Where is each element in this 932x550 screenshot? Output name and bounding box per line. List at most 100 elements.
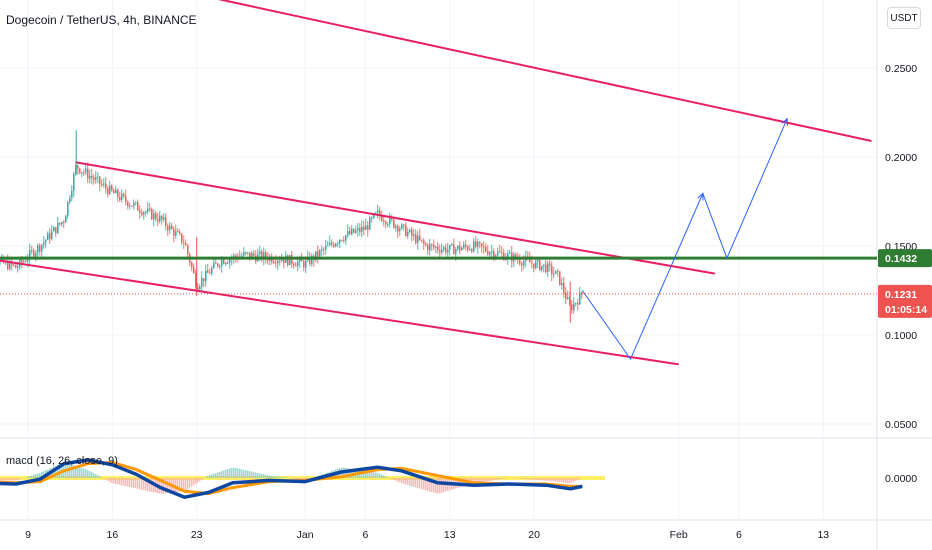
candle-body [419,235,421,240]
candle-body [53,227,55,232]
candle-body [349,231,351,234]
candle-body [487,251,489,255]
candle-body [397,225,399,232]
candle-body [341,239,343,241]
candle-body [383,220,385,222]
candle-body [551,265,553,275]
time-tick-label: 13 [444,529,456,541]
candle-body [581,292,583,295]
candle-body [475,241,477,247]
candle-body [125,195,127,202]
candle-body [573,303,575,311]
candle-body [35,252,37,257]
candle-body [195,273,197,288]
candle-body [69,198,71,202]
candle-body [567,297,569,300]
candle-body [331,242,333,245]
countdown-label: 01:05:14 [885,304,927,316]
candle-body [3,257,5,263]
candle-body [401,224,403,229]
candle-body [33,250,35,257]
candle-body [515,254,517,259]
candle-body [45,239,47,243]
candle-body [565,292,567,300]
candle-body [363,226,365,230]
candle-body [187,245,189,255]
candle-body [79,168,81,174]
candle-body [263,252,265,260]
candle-body [43,242,45,245]
candle-body [185,243,187,246]
candle-body [103,183,105,185]
candle-body [337,243,339,245]
candle-body [533,263,535,269]
candle-body [293,263,295,266]
candle-body [259,251,261,255]
trendlines[interactable] [0,0,877,366]
candle-body [117,189,119,198]
candle-body [247,252,249,254]
candle-body [543,264,545,266]
candle-body [353,228,355,233]
candle-body [225,262,227,264]
candle-body [295,265,297,267]
candle-body [369,217,371,230]
time-tick-label: 6 [362,529,368,541]
candle-body [499,251,501,253]
candle-body [553,273,555,275]
candle-body [437,246,439,251]
macd-indicator-label[interactable]: macd (16, 26, close, 9) [6,455,118,467]
candle-body [297,261,299,267]
candle-body [493,251,495,258]
candle-body [235,255,237,258]
candle-body [23,260,25,263]
candle-body [415,234,417,244]
candle-body [159,215,161,222]
candle-body [413,234,415,236]
candle-body [147,208,149,212]
candle-body [315,251,317,261]
candle-body [445,247,447,253]
candle-body [329,242,331,246]
candle-body [339,239,341,244]
macd-zero-band [0,476,605,480]
candle-body [385,221,387,225]
candle-body [123,193,125,196]
candle-body [121,193,123,200]
candle-body [283,259,285,263]
time-axis[interactable]: 9 16 23 Jan 6 13 20 Feb 6 13 [25,529,829,541]
currency-button[interactable]: USDT [887,7,921,29]
price-axis[interactable]: 0.05000.10000.15000.20000.25000.14320.12… [878,63,932,485]
candle-body [57,222,59,234]
candle-body [217,263,219,267]
candle-body [155,213,157,220]
candle-body [135,202,137,204]
candle-body [483,246,485,248]
candle-body [275,262,277,264]
candle-body [443,247,445,250]
candle-body [137,202,139,211]
candle-body [219,266,221,268]
candle-body [325,245,327,250]
candle-body [361,226,363,232]
candle-body [261,251,263,260]
candle-body [73,173,75,191]
candle-body [417,235,419,244]
time-tick-label: Feb [670,529,688,541]
candle-body [107,188,109,195]
candle-body [365,225,367,230]
candle-body [153,213,155,220]
candle-body [399,228,401,232]
candle-body [171,225,173,229]
candle-body [453,244,455,255]
candle-body [345,235,347,241]
candle-body [379,210,381,216]
price-tick-label: 0.1000 [885,330,917,342]
time-tick-label: 20 [528,529,540,541]
candle-body [421,239,423,241]
time-tick-label: 6 [736,529,742,541]
projection-path [581,118,788,361]
candle-body [371,217,373,219]
